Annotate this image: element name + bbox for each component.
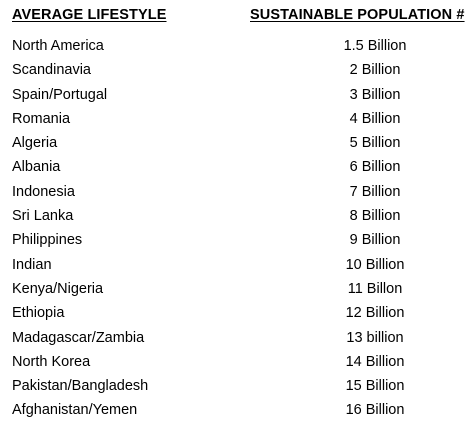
table-row: Scandinavia 2 Billion (0, 58, 467, 82)
population-cell: 7 Billion (349, 183, 401, 200)
population-cell: 3 Billion (349, 86, 401, 103)
lifestyle-cell: Indian (12, 256, 52, 273)
population-cell: 13 billion (346, 329, 404, 346)
population-cell: 14 Billion (345, 353, 405, 370)
lifestyle-cell: Afghanistan/Yemen (12, 402, 138, 419)
table-row: Afghanistan/Yemen 16 Billion (0, 398, 467, 422)
lifestyle-cell: Scandinavia (12, 62, 91, 79)
lifestyle-cell: Philippines (12, 232, 83, 249)
table-row: Albania 6 Billion (0, 155, 467, 179)
column-header-population: SUSTAINABLE POPULATION # (250, 7, 465, 23)
table-row: Pakistan/Bangladesh 15 Billion (0, 374, 467, 398)
table-row: North America 1.5 Billion (0, 34, 467, 58)
population-cell: 11 Billon (347, 280, 403, 297)
table-row: North Korea 14 Billion (0, 350, 467, 374)
population-cell: 12 Billion (345, 305, 405, 322)
lifestyle-cell: Kenya/Nigeria (12, 280, 104, 297)
table-body: North America 1.5 Billion Scandinavia 2 Bil… (0, 34, 467, 423)
population-cell: 9 Billion (349, 232, 401, 249)
table-row: Indian 10 Billion (0, 253, 467, 277)
lifestyle-cell: North Korea (12, 353, 91, 370)
population-cell: 16 Billion (345, 402, 405, 419)
population-cell: 10 Billion (345, 256, 405, 273)
lifestyle-cell: Spain/Portugal (12, 86, 108, 103)
lifestyle-cell: North America (12, 38, 104, 54)
table-row: Sri Lanka 8 Billion (0, 204, 467, 228)
population-cell: 5 Billion (349, 135, 401, 152)
lifestyle-cell: Algeria (12, 135, 58, 152)
table-row: Philippines 9 Billion (0, 228, 467, 252)
lifestyle-cell: Indonesia (12, 183, 75, 200)
lifestyle-cell: Sri Lanka (12, 208, 74, 225)
table-row: Romania 4 Billion (0, 107, 467, 131)
table-row: Indonesia 7 Billion (0, 180, 467, 204)
table-row: Spain/Portugal 3 Billion (0, 83, 467, 107)
lifestyle-cell: Albania (12, 159, 61, 176)
lifestyle-cell: Ethiopia (12, 305, 65, 322)
table-row: Ethiopia 12 Billion (0, 301, 467, 325)
column-header-lifestyle: AVERAGE LIFESTYLE (12, 7, 167, 23)
lifestyle-cell: Pakistan/Bangladesh (12, 378, 149, 395)
table-row: Algeria 5 Billion (0, 131, 467, 155)
population-cell: 4 Billion (349, 110, 401, 127)
population-cell: 6 Billion (349, 159, 401, 176)
lifestyle-cell: Romania (12, 110, 71, 127)
table-row: Madagascar/Zambia 13 billion (0, 326, 467, 350)
lifestyle-cell: Madagascar/Zambia (12, 329, 145, 346)
population-cell: 2 Billion (349, 62, 401, 79)
population-cell: 15 Billion (345, 378, 405, 395)
table-row: Kenya/Nigeria 11 Billon (0, 277, 467, 301)
population-cell: 1.5 Billion (343, 38, 407, 54)
population-cell: 8 Billion (349, 208, 401, 225)
